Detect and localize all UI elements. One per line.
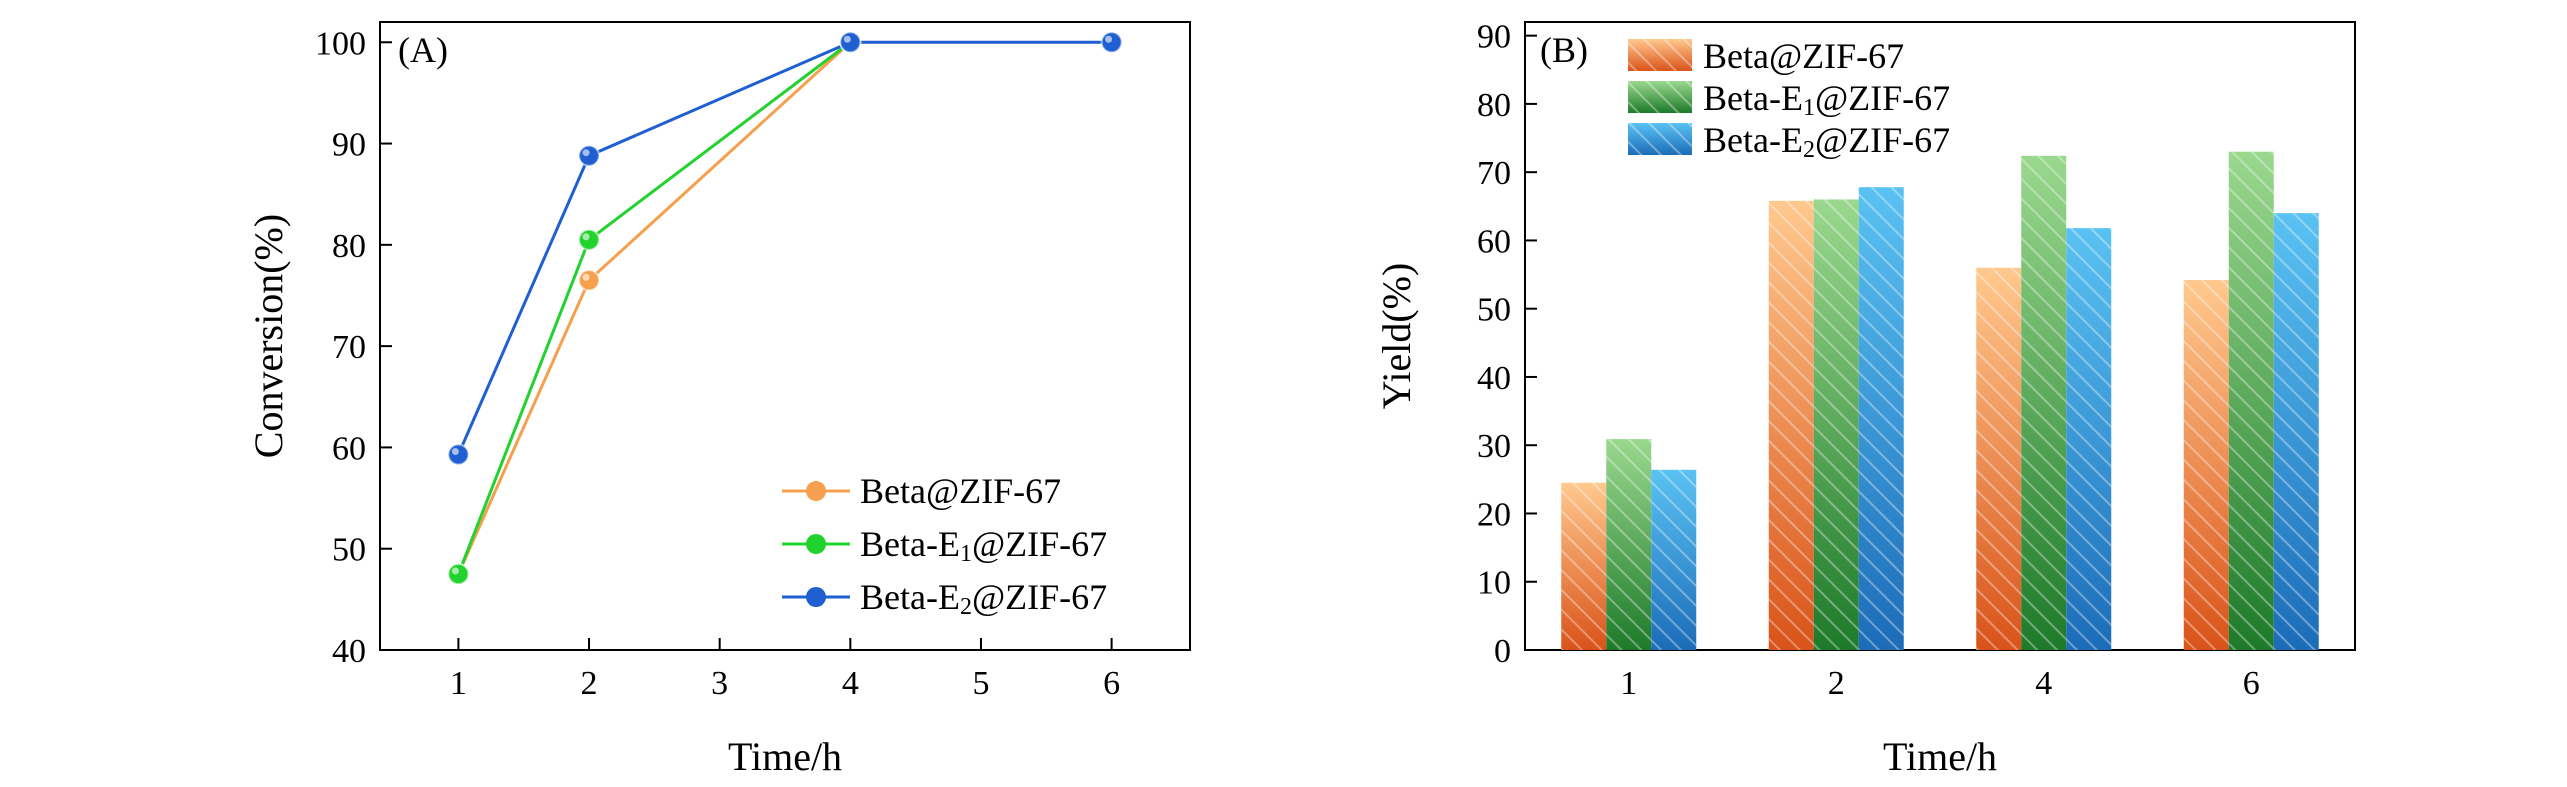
panel-b-legend-label-1: Beta-E1@ZIF-67 [1703, 78, 1950, 121]
panel-a-data-point-2 [447, 443, 470, 466]
panel-a-series-line-2 [457, 40, 1112, 456]
panel-a-y-axis-title: Conversion(%) [246, 214, 291, 458]
panel-a-series-line-0 [457, 41, 852, 575]
panel-a-x-ticks: 1 2 3 4 5 6 [450, 638, 1120, 702]
panel-b-x-tick-label: 4 [2035, 665, 2052, 702]
panel-b-bar-chart: (B) 0 10 20 30 40 50 60 70 80 90 1 2 4 6 Beta@ZIF-67… [1374, 19, 2356, 779]
panel-a-plot-frame [379, 21, 1191, 651]
panel-b-legend-swatch-hatch [1628, 123, 1692, 155]
panel-a-point-highlight [451, 448, 459, 456]
panel-b-y-axis-title: Yield(%) [1374, 263, 1419, 410]
panel-a-y-tick-label: 60 [332, 430, 366, 467]
panel-a-data-point-1 [578, 228, 601, 251]
panel-a-tag: (A) [398, 30, 448, 70]
panel-b-bar-hatch [1606, 439, 1652, 650]
panel-b-plot-frame [1524, 21, 2356, 651]
panel-a-y-tick-label: 50 [332, 532, 366, 569]
panel-b-bar-hatch [1768, 200, 1814, 650]
panel-b-bars [1561, 151, 2319, 651]
panel-b-y-tick-label: 70 [1477, 155, 1511, 192]
panel-b-y-tick-label: 40 [1477, 360, 1511, 397]
panel-a-data-point-2 [1100, 31, 1123, 54]
panel-b-y-tick-label: 90 [1477, 19, 1511, 56]
panel-b-y-tick-label: 20 [1477, 496, 1511, 533]
panel-b-y-tick-label: 10 [1477, 565, 1511, 602]
panel-a-x-axis-title: Time/h [728, 734, 842, 779]
panel-b-y-tick-label: 50 [1477, 292, 1511, 329]
panel-b-x-axis-title: Time/h [1883, 734, 1997, 779]
panel-b-bar-hatch [1561, 482, 1607, 650]
panel-a-series-line-1 [456, 41, 852, 575]
panel-a-y-tick-label: 100 [315, 25, 366, 62]
panel-b-y-tick-label: 0 [1494, 633, 1511, 670]
panel-b-x-tick-label: 1 [1620, 665, 1637, 702]
panel-b-legend-swatch-hatch [1628, 81, 1692, 113]
panel-a-data-point-0 [578, 269, 601, 292]
panel-a-data-point-2 [839, 31, 862, 54]
panel-a-point-highlight [582, 149, 590, 157]
panel-b-legend-label-2: Beta-E2@ZIF-67 [1703, 120, 1950, 163]
panel-a-series-lines [447, 31, 1123, 586]
panel-b-bar-hatch [2273, 213, 2319, 650]
panel-a-y-tick-label: 40 [332, 633, 366, 670]
panel-b-legend-swatch-hatch [1628, 39, 1692, 71]
panel-b-y-ticks: 0 10 20 30 40 50 60 70 80 90 [1477, 19, 1537, 670]
panel-b-x-ticks: 1 2 4 6 [1620, 665, 2260, 702]
panel-b-bar-hatch [2066, 228, 2112, 650]
panel-a-legend-label-2: Beta-E2@ZIF-67 [860, 577, 1107, 620]
panel-b-bar-hatch [2183, 280, 2229, 650]
panel-b-bar-hatch [1813, 199, 1859, 650]
panel-a-x-tick-label: 3 [711, 665, 728, 702]
panel-b-x-tick-label: 2 [1828, 665, 1845, 702]
panel-a-legend: Beta@ZIF-67 Beta-E1@ZIF-67 Beta-E2@ZIF-67 [782, 471, 1107, 620]
panel-b-y-tick-label: 80 [1477, 87, 1511, 124]
panel-a-point-highlight [451, 567, 459, 575]
panel-a-data-point-2 [578, 144, 601, 167]
panel-a-x-tick-label: 2 [581, 665, 598, 702]
panel-a-x-tick-label: 1 [450, 665, 467, 702]
panel-a-x-tick-label: 5 [972, 665, 989, 702]
panel-b-y-tick-label: 60 [1477, 223, 1511, 260]
panel-a-data-point-1 [447, 563, 470, 586]
panel-a-y-tick-label: 90 [332, 127, 366, 164]
panel-b-tag: (B) [1540, 30, 1588, 70]
panel-a-y-ticks: 40 50 60 70 80 90 100 [315, 25, 392, 670]
panel-a-point-highlight [582, 273, 590, 281]
panel-a-x-tick-label: 4 [842, 665, 859, 702]
panel-a-x-tick-label: 6 [1103, 665, 1120, 702]
panel-b-bar-hatch [1651, 469, 1697, 650]
panel-a-y-tick-label: 80 [332, 228, 366, 265]
panel-a-point-highlight [1105, 35, 1113, 43]
panel-a-legend-label-1: Beta-E1@ZIF-67 [860, 524, 1107, 567]
panel-b-legend-label-0: Beta@ZIF-67 [1703, 36, 1904, 76]
panel-b-bar-hatch [1976, 267, 2022, 650]
panel-a-legend-label-0: Beta@ZIF-67 [860, 471, 1061, 511]
panel-b-bar-hatch [2021, 155, 2067, 650]
panel-a-legend-marker-0 [806, 481, 826, 501]
panel-b-bar-hatch [2228, 151, 2274, 650]
panel-b-x-tick-label: 6 [2243, 665, 2260, 702]
panel-a-point-highlight [582, 233, 590, 241]
panel-b-y-tick-label: 30 [1477, 428, 1511, 465]
panel-a-y-tick-label: 70 [332, 329, 366, 366]
panel-a-legend-marker-2 [806, 587, 826, 607]
panel-a-legend-marker-1 [806, 534, 826, 554]
panel-a-point-highlight [843, 35, 851, 43]
panel-b-bar-hatch [1858, 187, 1904, 651]
